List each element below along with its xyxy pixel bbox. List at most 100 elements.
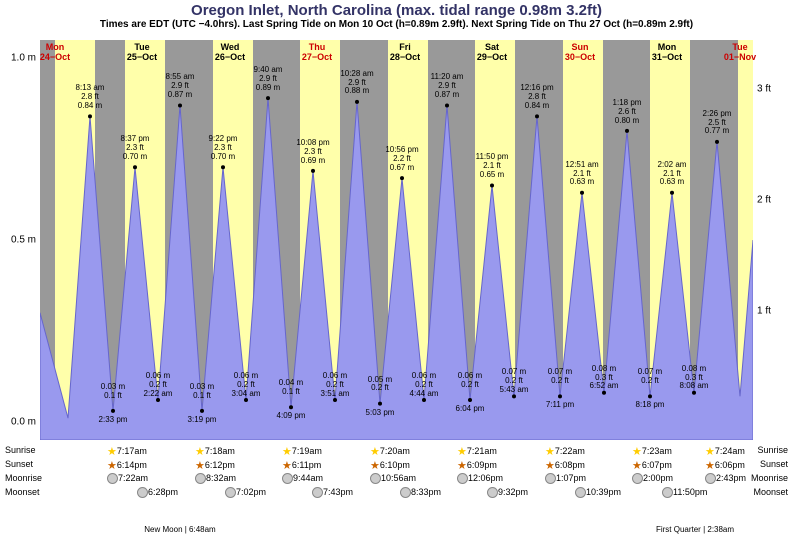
sunrise-value: ★7:18am [195,445,265,458]
low-tide-time: 4:09 pm [277,411,306,420]
sunset-value: ★6:10pm [370,459,440,472]
low-tide-label: 0.08 m0.3 ft8:08 am [669,365,719,391]
sunrise-icon: ★ [195,445,205,458]
moonrise-row: Moonrise Moonrise 7:22am8:32am9:44am10:5… [0,473,793,487]
sunrise-icon: ★ [705,445,715,458]
moonrise-value: 9:44am [282,473,352,484]
sunset-value: ★6:11pm [282,459,352,472]
y-axis-label-m: 1.0 m [11,53,36,64]
sunset-icon: ★ [107,459,117,472]
sunset-value: ★6:07pm [632,459,702,472]
moonrise-icon [705,473,716,484]
sunrise-icon: ★ [457,445,467,458]
moonset-icon [225,487,236,498]
high-tide-label: 10:08 pm2.3 ft0.69 m [288,139,338,165]
moonrise-value: 7:22am [107,473,177,484]
moonrise-value: 1:07pm [545,473,615,484]
sunrise-icon: ★ [632,445,642,458]
moonrise-icon [632,473,643,484]
low-tide-time: 8:18 pm [636,400,665,409]
y-axis-label-ft: 2 ft [757,195,771,206]
moon-phase-label: First Quarter | 2:38am [656,525,734,534]
high-tide-label: 10:28 am2.9 ft0.88 m [332,70,382,96]
sunset-icon: ★ [195,459,205,472]
y-axis-label-m: 0.5 m [11,235,36,246]
sunset-value: ★6:08pm [545,459,615,472]
high-tide-label: 11:20 am2.9 ft0.87 m [422,73,472,99]
low-tide-label: 0.06 m0.2 ft2:22 am [133,372,183,398]
sunrise-value: ★7:22am [545,445,615,458]
moonset-value: 7:43pm [312,487,382,498]
sunrise-icon: ★ [107,445,117,458]
chart-title: Oregon Inlet, North Carolina (max. tidal… [0,0,793,19]
moonset-icon [487,487,498,498]
low-tide-time: 6:04 pm [456,404,485,413]
sunset-value: ★6:09pm [457,459,527,472]
moonrise-value: 10:56am [370,473,440,484]
moonset-value: 8:33pm [400,487,470,498]
moonset-value: 11:50pm [662,487,732,498]
sunrise-value: ★7:19am [282,445,352,458]
moonrise-value: 2:43pm [705,473,775,484]
low-tide-label: 0.06 m0.2 ft4:44 am [399,372,449,398]
low-tide-label: 0.05 m0.2 ft [355,376,405,394]
sunset-icon: ★ [545,459,555,472]
sunset-label-left: Sunset [5,459,33,469]
sunset-value: ★6:12pm [195,459,265,472]
sunrise-icon: ★ [545,445,555,458]
moonrise-icon [107,473,118,484]
moonset-label-left: Moonset [5,487,40,497]
moonrise-icon [457,473,468,484]
moonset-value: 9:32pm [487,487,557,498]
moonset-value: 7:02pm [225,487,295,498]
sunrise-icon: ★ [282,445,292,458]
moonrise-value: 2:00pm [632,473,702,484]
low-tide-label: 0.04 m0.1 ft [266,379,316,397]
moonset-row: Moonset Moonset 6:28pm7:02pm7:43pm8:33pm… [0,487,793,501]
sunrise-value: ★7:17am [107,445,177,458]
y-axis-label-ft: 3 ft [757,84,771,95]
high-tide-label: 8:55 am2.9 ft0.87 m [155,73,205,99]
sunset-icon: ★ [370,459,380,472]
date-label: Sun30−Oct [550,42,610,62]
low-tide-time: 7:11 pm [546,400,574,409]
sunrise-value: ★7:20am [370,445,440,458]
sunset-icon: ★ [632,459,642,472]
high-tide-label: 8:13 am2.8 ft0.84 m [65,84,115,110]
date-label: Fri28−Oct [375,42,435,62]
sunrise-icon: ★ [370,445,380,458]
date-label: Sat29−Oct [462,42,522,62]
sunrise-row: Sunrise Sunrise ★7:17am★7:18am★7:19am★7:… [0,445,793,459]
low-tide-label: 0.08 m0.3 ft6:52 am [579,365,629,391]
low-tide-time: 2:33 pm [99,415,128,424]
low-tide-label: 0.07 m0.2 ft5:43 am [489,368,539,394]
moonset-label-right: Moonset [753,487,788,497]
high-tide-label: 8:37 pm2.3 ft0.70 m [110,135,160,161]
low-tide-label: 0.03 m0.1 ft [177,383,227,401]
plot-area: Mon24−OctTue25−OctWed26−OctThu27−OctFri2… [40,40,753,440]
moonrise-icon [282,473,293,484]
y-axis-label-m: 0.0 m [11,416,36,427]
moon-phase-label: New Moon | 6:48am [144,525,215,534]
moonrise-label-left: Moonrise [5,473,42,483]
moonrise-icon [195,473,206,484]
sunrise-value: ★7:21am [457,445,527,458]
moonset-icon [137,487,148,498]
moonrise-value: 8:32am [195,473,265,484]
sunrise-value: ★7:24am [705,445,775,458]
sunset-icon: ★ [705,459,715,472]
low-tide-time: 3:19 pm [188,415,217,424]
high-tide-label: 2:02 am2.1 ft0.63 m [647,161,697,187]
sunset-value: ★6:06pm [705,459,775,472]
date-label: Tue25−Oct [112,42,172,62]
low-tide-label: 0.06 m0.2 ft [445,372,495,390]
sunset-row: Sunset Sunset ★6:14pm★6:12pm★6:11pm★6:10… [0,459,793,473]
low-tide-label: 0.06 m0.2 ft3:04 am [221,372,271,398]
moonrise-value: 12:06pm [457,473,527,484]
sunset-icon: ★ [457,459,467,472]
moonrise-icon [545,473,556,484]
chart-subtitle: Times are EDT (UTC −4.0hrs). Last Spring… [0,19,793,30]
sun-moon-area: Sunrise Sunrise ★7:17am★7:18am★7:19am★7:… [0,445,793,501]
low-tide-label: 0.06 m0.2 ft3:51 am [310,372,360,398]
tide-chart-container: Oregon Inlet, North Carolina (max. tidal… [0,0,793,539]
